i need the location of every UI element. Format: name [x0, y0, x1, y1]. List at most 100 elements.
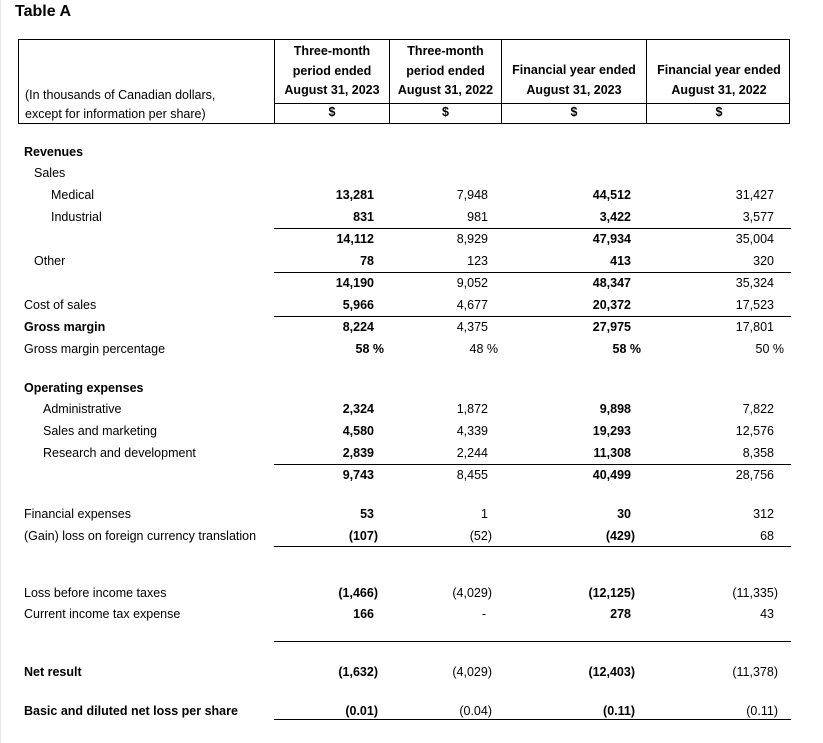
- row-label: Financial expenses: [24, 507, 132, 521]
- table-header: (In thousands of Canadian dollars, excep…: [18, 39, 790, 124]
- cell-value: 47,934: [592, 232, 631, 246]
- cell-value: 166: [353, 607, 374, 621]
- table-title: Table A: [15, 3, 72, 20]
- row-label: (Gain) loss on foreign currency translat…: [24, 529, 257, 543]
- table-row: Research and development 2,839 2,244 11,308…: [1, 446, 823, 466]
- cell-value: 20,372: [592, 298, 631, 312]
- cell-value: 3,577: [742, 210, 774, 224]
- cell-value: (107): [348, 529, 378, 543]
- cell-value: 27,975: [592, 320, 631, 334]
- column-header-line: Financial year ended: [512, 63, 636, 77]
- cell-value: (12,403): [588, 665, 635, 679]
- row-label: Net result: [24, 665, 82, 679]
- cell-value: 8,455: [456, 468, 488, 482]
- cell-value: 30: [617, 507, 631, 521]
- cell-value: (11,378): [732, 665, 778, 679]
- column-header-3: Financial year ended August 31, 2023 $: [501, 40, 646, 123]
- column-header-line: August 31, 2022: [397, 83, 494, 97]
- cell-value: 4,677: [456, 298, 488, 312]
- row-label: Revenues: [24, 145, 84, 159]
- cell-value: 7,948: [456, 188, 488, 202]
- cell-value: 78: [360, 254, 374, 268]
- cell-value: 14,112: [336, 232, 374, 246]
- table-row: 14,112 8,929 47,934 35,004: [1, 232, 823, 252]
- total-rule: [274, 719, 791, 720]
- row-label: Operating expenses: [24, 381, 144, 395]
- cell-value: (429): [605, 529, 635, 543]
- column-header-line: August 31, 2023: [284, 83, 380, 97]
- cell-value: 312: [753, 507, 774, 521]
- currency-label: $: [328, 105, 336, 119]
- row-label: Gross margin: [24, 320, 106, 334]
- cell-value: 5,966: [342, 298, 374, 312]
- column-header-line: period ended: [406, 63, 485, 78]
- table-row: Gross margin percentage 58 % 48 % 58 % 50 %: [1, 342, 823, 362]
- cell-value: 9,898: [599, 402, 631, 416]
- cell-value: 58 %: [612, 342, 642, 356]
- cell-value: 278: [610, 607, 631, 621]
- cell-value: 3,422: [599, 210, 631, 224]
- cell-value: 9,052: [456, 276, 488, 290]
- table-row: Loss before income taxes (1,466) (4,029) (1…: [1, 586, 823, 606]
- total-rule: [274, 641, 791, 642]
- cell-value: 48 %: [469, 342, 499, 356]
- cell-value: 8,358: [742, 446, 774, 460]
- table-row: Financial expenses 53 1 30 312: [1, 507, 823, 527]
- row-label: Other: [34, 254, 66, 268]
- row-label: Administrative: [43, 402, 122, 416]
- cell-value: 4,339: [456, 424, 488, 438]
- cell-value: (1,632): [338, 665, 378, 679]
- table-row: Gross margin 8,224 4,375 27,975 17,801: [1, 320, 823, 340]
- column-header-4: Financial year ended August 31, 2022 $: [646, 40, 791, 123]
- table-row: 14,190 9,052 48,347 35,324: [1, 276, 823, 296]
- column-header-line: Financial year ended: [657, 63, 781, 77]
- table-row: Current income tax expense 166 - 278 43: [1, 607, 823, 627]
- cell-value: 19,293: [592, 424, 631, 438]
- table-row: Administrative 2,324 1,872 9,898 7,822: [1, 402, 823, 422]
- cell-value: (0.04): [459, 704, 492, 718]
- cell-value: 53: [360, 507, 374, 521]
- table-row: Sales: [1, 166, 823, 186]
- cell-value: (12,125): [588, 586, 635, 600]
- cell-value: 17,523: [735, 298, 774, 312]
- table-row: 9,743 8,455 40,499 28,756: [1, 468, 823, 488]
- currency-label: $: [715, 105, 723, 119]
- cell-value: 4,580: [342, 424, 374, 438]
- cell-value: 17,801: [735, 320, 774, 334]
- column-header-line: Three-month: [293, 44, 371, 58]
- cell-value: (4,029): [452, 665, 492, 679]
- table-row: Net result (1,632) (4,029) (12,403) (11,378): [1, 665, 823, 685]
- cell-value: 43: [760, 607, 774, 621]
- cell-value: (52): [469, 529, 492, 543]
- column-header-line: Three-month: [407, 44, 484, 58]
- cell-value: 1: [481, 507, 488, 521]
- column-header-line: August 31, 2022: [671, 82, 767, 97]
- cell-value: 14,190: [335, 276, 374, 290]
- cell-value: (0.01): [345, 704, 378, 718]
- table-row: Cost of sales 5,966 4,677 20,372 17,523: [1, 298, 823, 318]
- cell-value: 58 %: [355, 342, 385, 356]
- row-label: Gross margin percentage: [24, 342, 166, 356]
- currency-label: $: [442, 105, 449, 119]
- table-row: Sales and marketing 4,580 4,339 19,293 12,57…: [1, 424, 823, 444]
- row-label: Medical: [51, 188, 95, 202]
- column-header-1: Three-month period ended August 31, 2023 $: [274, 40, 389, 123]
- cell-value: 68: [760, 529, 774, 543]
- cell-value: (0.11): [603, 704, 635, 718]
- currency-label: $: [570, 105, 578, 119]
- total-rule: [274, 546, 791, 547]
- cell-value: 831: [353, 210, 374, 224]
- cell-value: -: [481, 607, 486, 621]
- table-row: Operating expenses: [1, 381, 823, 401]
- cell-value: 40,499: [592, 468, 631, 482]
- row-label: Current income tax expense: [24, 607, 181, 621]
- cell-value: 11,308: [593, 446, 631, 460]
- header-divider: [274, 103, 789, 104]
- row-label: Industrial: [51, 210, 102, 224]
- cell-value: (1,466): [338, 586, 378, 600]
- cell-value: (4,029): [452, 586, 492, 600]
- cell-value: 8,224: [342, 320, 374, 334]
- cell-value: 35,004: [735, 232, 774, 246]
- total-rule: [274, 228, 791, 229]
